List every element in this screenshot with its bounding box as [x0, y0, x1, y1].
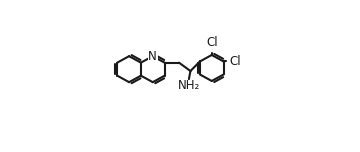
- Text: Cl: Cl: [206, 36, 217, 49]
- Text: NH₂: NH₂: [178, 79, 200, 92]
- Text: N: N: [148, 50, 157, 63]
- Text: Cl: Cl: [230, 55, 241, 68]
